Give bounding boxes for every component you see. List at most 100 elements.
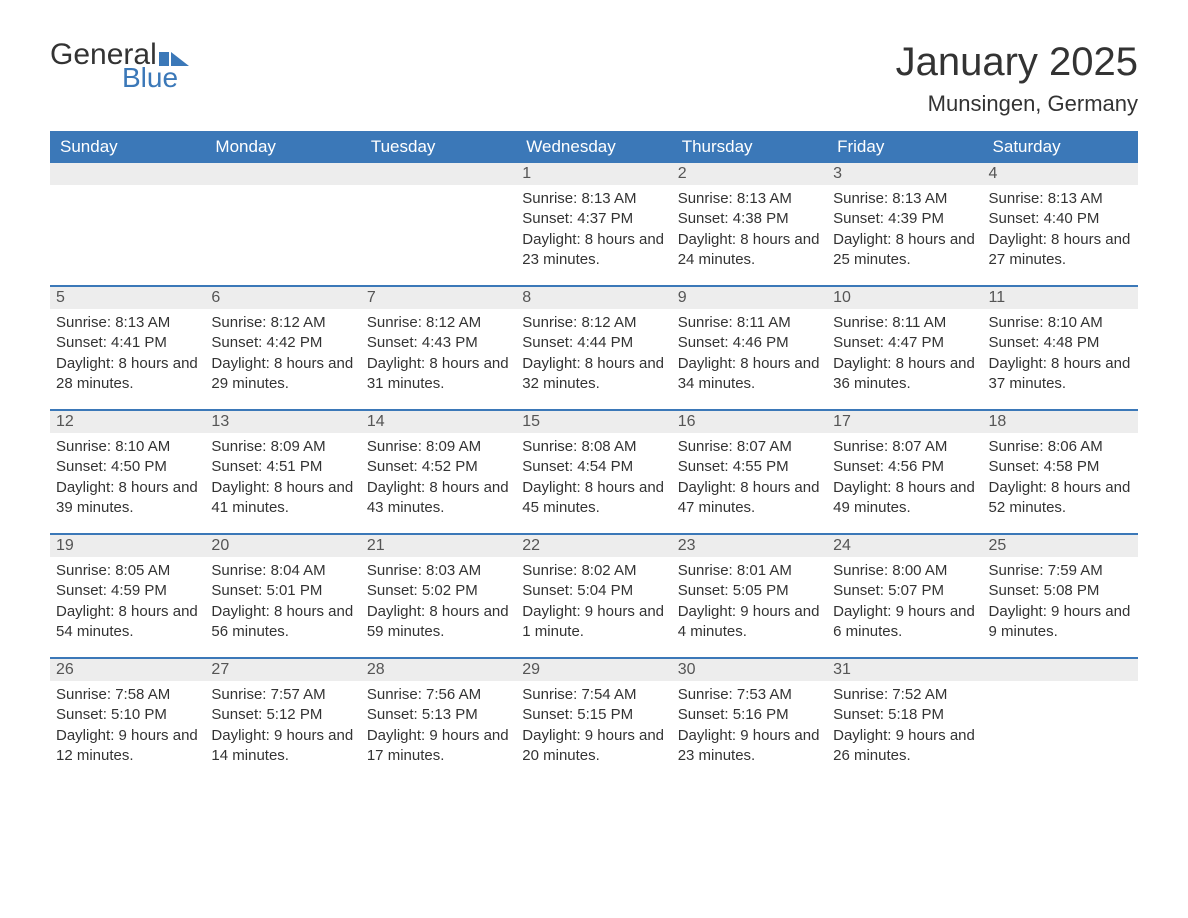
day-header: Wednesday xyxy=(516,131,671,163)
daylight-label: Daylight: 8 hours and 52 minutes. xyxy=(989,478,1132,519)
day-number-row: 13 xyxy=(205,411,360,433)
sunrise-label: Sunrise: 8:07 AM xyxy=(678,437,821,457)
daylight-label: Daylight: 9 hours and 23 minutes. xyxy=(678,726,821,767)
sunset-label: Sunset: 4:50 PM xyxy=(56,457,199,477)
day-cell xyxy=(983,659,1138,781)
day-number: 5 xyxy=(50,289,65,307)
day-header: Monday xyxy=(205,131,360,163)
daylight-label: Daylight: 8 hours and 41 minutes. xyxy=(211,478,354,519)
day-number: 26 xyxy=(50,661,74,679)
day-content: Sunrise: 8:10 AMSunset: 4:48 PMDaylight:… xyxy=(983,309,1138,394)
day-number-row: 22 xyxy=(516,535,671,557)
sunrise-label: Sunrise: 7:54 AM xyxy=(522,685,665,705)
day-cell: 19Sunrise: 8:05 AMSunset: 4:59 PMDayligh… xyxy=(50,535,205,657)
day-header: Saturday xyxy=(983,131,1138,163)
daylight-label: Daylight: 8 hours and 45 minutes. xyxy=(522,478,665,519)
sunrise-label: Sunrise: 8:11 AM xyxy=(833,313,976,333)
sunset-label: Sunset: 5:13 PM xyxy=(367,705,510,725)
day-content: Sunrise: 7:59 AMSunset: 5:08 PMDaylight:… xyxy=(983,557,1138,642)
day-content: Sunrise: 7:56 AMSunset: 5:13 PMDaylight:… xyxy=(361,681,516,766)
day-cell: 8 Sunrise: 8:12 AMSunset: 4:44 PMDaylight… xyxy=(516,287,671,409)
sunset-label: Sunset: 4:52 PM xyxy=(367,457,510,477)
sunset-label: Sunset: 4:58 PM xyxy=(989,457,1132,477)
sunrise-label: Sunrise: 8:12 AM xyxy=(367,313,510,333)
day-cell: 16Sunrise: 8:07 AMSunset: 4:55 PMDayligh… xyxy=(672,411,827,533)
daylight-label: Daylight: 8 hours and 32 minutes. xyxy=(522,354,665,395)
sunset-label: Sunset: 4:37 PM xyxy=(522,209,665,229)
day-number-row xyxy=(205,163,360,185)
week-row: 26 Sunrise: 7:58 AMSunset: 5:10 PMDayligh… xyxy=(50,657,1138,781)
day-cell: 1Sunrise: 8:13 AMSunset: 4:37 PMDaylight… xyxy=(516,163,671,285)
sunset-label: Sunset: 5:07 PM xyxy=(833,581,976,601)
sunrise-label: Sunrise: 8:01 AM xyxy=(678,561,821,581)
day-cell: 18 Sunrise: 8:06 AMSunset: 4:58 PMDayligh… xyxy=(983,411,1138,533)
day-number: 8 xyxy=(516,289,531,307)
day-content: Sunrise: 8:12 AMSunset: 4:44 PMDaylight:… xyxy=(516,309,671,394)
day-content: Sunrise: 8:07 AMSunset: 4:55 PMDaylight:… xyxy=(672,433,827,518)
daylight-label: Daylight: 9 hours and 1 minute. xyxy=(522,602,665,643)
day-cell: 3Sunrise: 8:13 AMSunset: 4:39 PMDaylight… xyxy=(827,163,982,285)
day-number: 6 xyxy=(205,289,220,307)
sunrise-label: Sunrise: 8:03 AM xyxy=(367,561,510,581)
day-cell: 13Sunrise: 8:09 AMSunset: 4:51 PMDayligh… xyxy=(205,411,360,533)
day-number: 12 xyxy=(50,413,74,431)
day-cell: 28Sunrise: 7:56 AMSunset: 5:13 PMDayligh… xyxy=(361,659,516,781)
day-cell: 29Sunrise: 7:54 AMSunset: 5:15 PMDayligh… xyxy=(516,659,671,781)
day-number-row xyxy=(983,659,1138,681)
header: General Blue January 2025 Munsingen, Ger… xyxy=(50,40,1138,117)
day-number-row xyxy=(361,163,516,185)
day-number: 3 xyxy=(827,165,842,183)
sunset-label: Sunset: 4:59 PM xyxy=(56,581,199,601)
day-number-row: 4 xyxy=(983,163,1138,185)
day-number-row: 16 xyxy=(672,411,827,433)
day-cell xyxy=(50,163,205,285)
week-row: 1Sunrise: 8:13 AMSunset: 4:37 PMDaylight… xyxy=(50,163,1138,285)
daylight-label: Daylight: 8 hours and 23 minutes. xyxy=(522,230,665,271)
day-cell: 20 Sunrise: 8:04 AMSunset: 5:01 PMDayligh… xyxy=(205,535,360,657)
sunrise-label: Sunrise: 8:04 AM xyxy=(211,561,354,581)
sunrise-label: Sunrise: 8:10 AM xyxy=(56,437,199,457)
day-number-row: 10 xyxy=(827,287,982,309)
day-number-row: 3 xyxy=(827,163,982,185)
day-content: Sunrise: 7:58 AMSunset: 5:10 PMDaylight:… xyxy=(50,681,205,766)
day-number: 18 xyxy=(983,413,1007,431)
daylight-label: Daylight: 8 hours and 24 minutes. xyxy=(678,230,821,271)
day-cell: 6Sunrise: 8:12 AMSunset: 4:42 PMDaylight… xyxy=(205,287,360,409)
day-content: Sunrise: 8:13 AMSunset: 4:37 PMDaylight:… xyxy=(516,185,671,270)
sunrise-label: Sunrise: 8:13 AM xyxy=(833,189,976,209)
day-number-row: 24 xyxy=(827,535,982,557)
daylight-label: Daylight: 8 hours and 56 minutes. xyxy=(211,602,354,643)
day-number-row: 20 xyxy=(205,535,360,557)
day-number: 29 xyxy=(516,661,540,679)
day-number-row: 29 xyxy=(516,659,671,681)
sunset-label: Sunset: 4:46 PM xyxy=(678,333,821,353)
day-number-row: 5 xyxy=(50,287,205,309)
sunset-label: Sunset: 4:44 PM xyxy=(522,333,665,353)
daylight-label: Daylight: 9 hours and 9 minutes. xyxy=(989,602,1132,643)
sunrise-label: Sunrise: 8:08 AM xyxy=(522,437,665,457)
day-cell: 24Sunrise: 8:00 AMSunset: 5:07 PMDayligh… xyxy=(827,535,982,657)
sunset-label: Sunset: 4:51 PM xyxy=(211,457,354,477)
sunrise-label: Sunrise: 8:12 AM xyxy=(522,313,665,333)
day-number: 30 xyxy=(672,661,696,679)
day-number: 31 xyxy=(827,661,851,679)
sunset-label: Sunset: 5:01 PM xyxy=(211,581,354,601)
calendar-table: Sunday Monday Tuesday Wednesday Thursday… xyxy=(50,131,1138,781)
day-number: 2 xyxy=(672,165,687,183)
daylight-label: Daylight: 8 hours and 28 minutes. xyxy=(56,354,199,395)
day-number-row: 17 xyxy=(827,411,982,433)
sunset-label: Sunset: 4:56 PM xyxy=(833,457,976,477)
sunset-label: Sunset: 4:42 PM xyxy=(211,333,354,353)
sunset-label: Sunset: 4:39 PM xyxy=(833,209,976,229)
day-cell: 9Sunrise: 8:11 AMSunset: 4:46 PMDaylight… xyxy=(672,287,827,409)
day-number: 27 xyxy=(205,661,229,679)
sunrise-label: Sunrise: 8:12 AM xyxy=(211,313,354,333)
day-content: Sunrise: 8:13 AMSunset: 4:40 PMDaylight:… xyxy=(983,185,1138,270)
day-content: Sunrise: 8:06 AMSunset: 4:58 PMDaylight:… xyxy=(983,433,1138,518)
day-number: 21 xyxy=(361,537,385,555)
day-header: Thursday xyxy=(672,131,827,163)
day-number-row: 6 xyxy=(205,287,360,309)
sunrise-label: Sunrise: 7:56 AM xyxy=(367,685,510,705)
day-cell: 30Sunrise: 7:53 AMSunset: 5:16 PMDayligh… xyxy=(672,659,827,781)
day-number: 11 xyxy=(983,289,1006,307)
